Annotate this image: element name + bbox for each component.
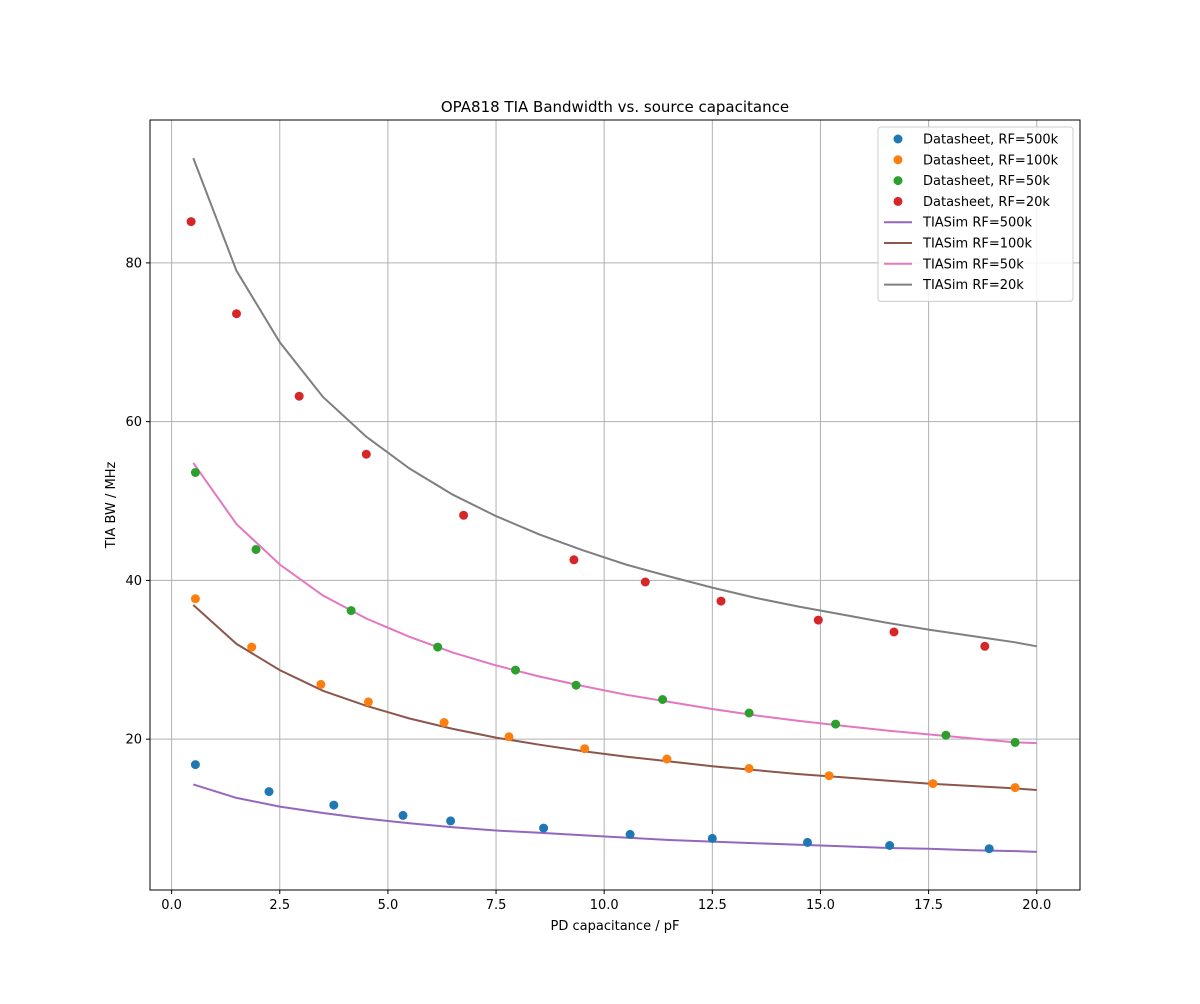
x-tick-label: 20.0 xyxy=(1022,898,1051,913)
data-point xyxy=(346,606,356,616)
data-point xyxy=(580,744,590,754)
ticks: 0.0 2.5 5.0 7.5 10.0 12.5 15.0 17.5 20.0 20 40 60 80 xyxy=(125,256,1051,913)
y-tick-label: 60 xyxy=(125,415,142,430)
data-point xyxy=(824,771,834,781)
data-point xyxy=(625,829,635,839)
data-point xyxy=(980,641,990,651)
legend-marker xyxy=(893,196,903,206)
data-point xyxy=(744,708,754,718)
data-point xyxy=(803,837,812,847)
data-point xyxy=(232,309,241,319)
series-line xyxy=(192,157,1037,648)
x-tick-label: 12.5 xyxy=(698,898,727,913)
data-point xyxy=(363,697,373,707)
legend-marker xyxy=(893,134,903,144)
legend-label: Datasheet, RF=100k xyxy=(923,153,1059,168)
series-line xyxy=(192,604,1037,791)
data-point xyxy=(329,800,339,810)
data-point xyxy=(928,779,938,789)
x-axis-label: PD capacitance / pF xyxy=(551,919,680,934)
legend-label: TIASim RF=50k xyxy=(922,257,1024,272)
data-point xyxy=(640,577,650,587)
x-tick-label: 17.5 xyxy=(914,898,943,913)
plot-series xyxy=(186,157,1037,854)
data-point xyxy=(716,596,726,606)
y-axis-label: TIA BW / MHz xyxy=(104,462,119,550)
legend-label: TIASim RF=100k xyxy=(922,237,1033,252)
data-point xyxy=(247,642,257,652)
data-point xyxy=(190,760,200,770)
data-point xyxy=(744,764,754,773)
data-point xyxy=(316,679,326,689)
x-tick-label: 15.0 xyxy=(806,898,835,913)
data-point xyxy=(984,844,994,854)
legend-label: Datasheet, RF=20k xyxy=(923,195,1050,210)
legend-marker xyxy=(893,176,903,186)
data-point xyxy=(251,545,261,554)
chart-title: OPA818 TIA Bandwidth vs. source capacita… xyxy=(441,98,789,116)
data-point xyxy=(504,732,514,742)
data-point xyxy=(190,594,200,604)
data-point xyxy=(885,841,895,850)
data-point xyxy=(1010,737,1020,747)
data-point xyxy=(439,718,449,727)
data-point xyxy=(186,217,196,227)
legend-marker xyxy=(893,155,903,165)
data-point xyxy=(361,449,371,459)
x-tick-label: 5.0 xyxy=(378,898,399,913)
legend-label: TIASim RF=20k xyxy=(922,278,1024,293)
data-point xyxy=(511,665,520,675)
legend-box xyxy=(877,126,1074,302)
y-tick-label: 80 xyxy=(125,256,142,271)
data-point xyxy=(662,754,672,764)
data-point xyxy=(571,680,581,690)
data-point xyxy=(446,816,456,826)
x-tick-label: 0.0 xyxy=(161,898,182,913)
series-line xyxy=(192,462,1037,745)
series-line xyxy=(193,783,1037,853)
data-point xyxy=(941,730,951,740)
legend-label: TIASim RF=500k xyxy=(922,216,1033,231)
data-point xyxy=(294,391,304,401)
axes-frame xyxy=(149,119,1081,891)
data-point xyxy=(889,627,899,637)
data-point xyxy=(433,642,443,652)
legend-label: Datasheet, RF=500k xyxy=(923,133,1059,148)
data-point xyxy=(569,555,579,565)
legend: Datasheet, RF=500k Datasheet, RF=100k Data… xyxy=(877,126,1074,302)
x-tick-label: 10.0 xyxy=(590,898,619,913)
data-point xyxy=(459,510,469,520)
y-tick-label: 20 xyxy=(125,733,142,748)
data-point xyxy=(831,719,841,729)
data-point xyxy=(1010,783,1020,793)
data-point xyxy=(813,615,823,625)
data-point xyxy=(264,787,274,797)
data-point xyxy=(658,695,668,704)
data-point xyxy=(707,833,717,843)
y-tick-label: 40 xyxy=(125,574,142,589)
data-point xyxy=(398,810,408,820)
x-tick-label: 2.5 xyxy=(269,898,290,913)
data-point xyxy=(190,468,200,477)
x-tick-label: 7.5 xyxy=(486,898,507,913)
data-point xyxy=(539,823,549,833)
legend-label: Datasheet, RF=50k xyxy=(923,174,1050,189)
